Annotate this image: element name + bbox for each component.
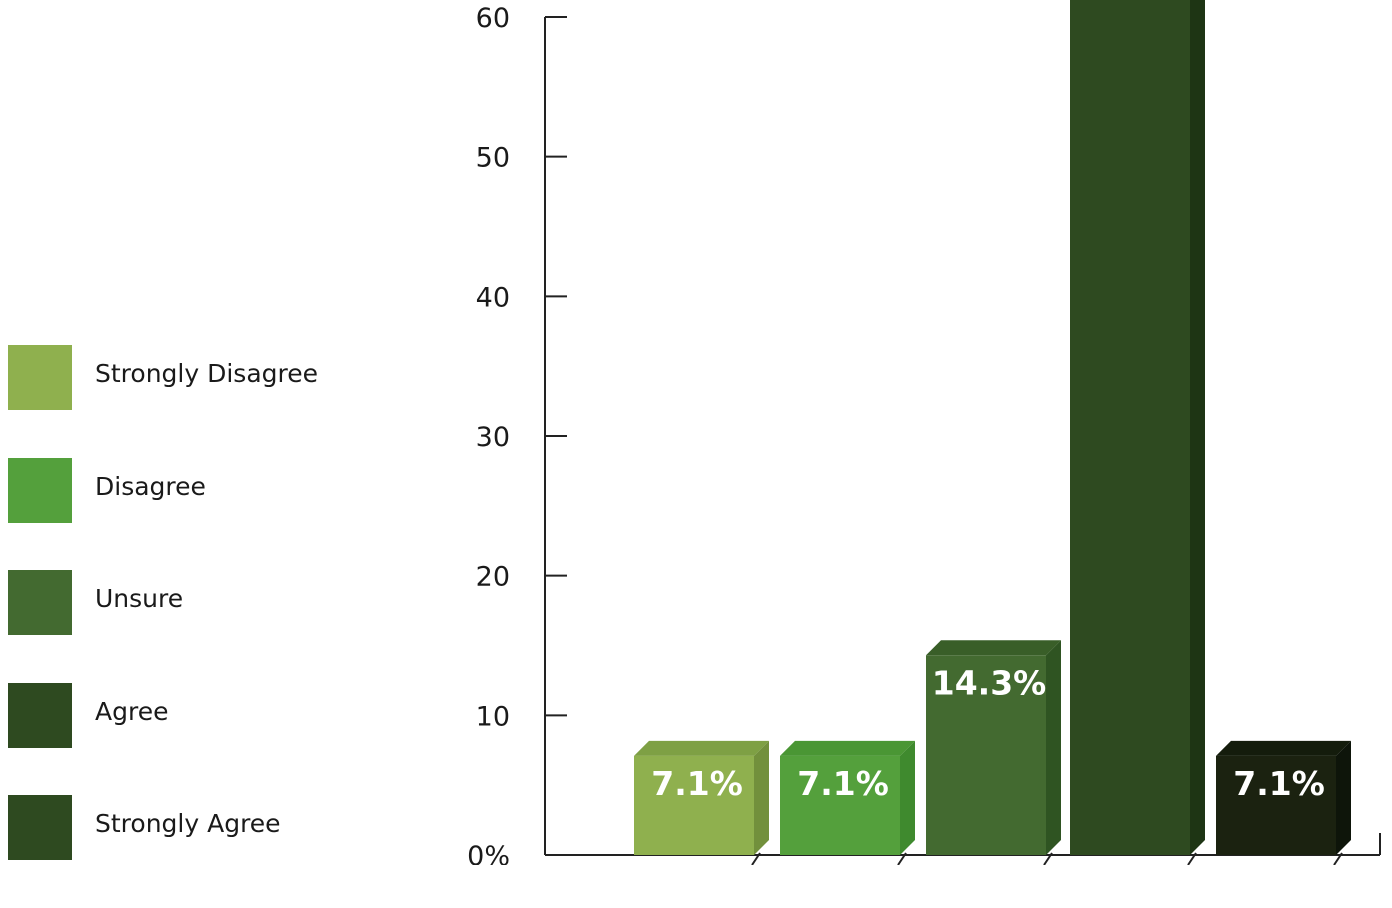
bar-top <box>1216 740 1351 756</box>
bar <box>926 655 1046 855</box>
x-tick-mark <box>897 852 907 865</box>
bar-side <box>900 740 915 855</box>
y-tick-label: 10 <box>476 701 510 732</box>
y-tick-label: 0% <box>467 841 510 865</box>
x-tick-mark <box>751 852 761 865</box>
legend-swatch-unsure <box>8 570 72 635</box>
bar <box>1216 755 1336 855</box>
bar-data-label: 7.1% <box>1233 764 1325 803</box>
y-tick-label: 50 <box>476 143 510 174</box>
legend-label-strongly-agree: Strongly Agree <box>95 809 281 838</box>
legend-label-unsure: Unsure <box>95 584 184 613</box>
y-tick-label: 20 <box>476 562 510 593</box>
legend-swatch-agree <box>8 682 72 748</box>
y-tick-label: 40 <box>476 282 510 313</box>
bar-side <box>1190 0 1205 855</box>
x-tick-mark <box>1333 852 1343 865</box>
bar-top <box>780 740 915 756</box>
x-tick-mark <box>1187 852 1197 865</box>
bar-data-label: 14.3% <box>932 663 1047 702</box>
bar <box>634 755 754 855</box>
bar-data-label: 64.4% <box>1076 0 1191 3</box>
bar-top <box>926 640 1061 656</box>
legend-label-strongly-disagree: Strongly Disagree <box>95 359 318 388</box>
legend-swatch-disagree <box>8 457 72 523</box>
bar-chart: 0% 10 20 30 40 50 60 7.1% 7.1% 14.3% 64.4% 7.1% <box>467 0 1381 865</box>
legend-label-disagree: Disagree <box>95 471 206 501</box>
bar-top <box>634 740 769 756</box>
legend-swatch-strongly-disagree <box>8 345 72 410</box>
bar-side <box>1046 640 1061 855</box>
bar <box>1070 0 1190 855</box>
y-tick-label: 30 <box>476 422 510 453</box>
bar <box>780 755 900 855</box>
x-tick-mark <box>1043 852 1053 865</box>
bar-data-label: 7.1% <box>797 764 889 803</box>
bar-side <box>1336 740 1351 855</box>
y-tick-label: 60 <box>476 3 510 34</box>
legend-swatch-strongly-agree <box>8 795 72 860</box>
legend-label-agree: Agree <box>95 696 169 726</box>
bar-data-label: 7.1% <box>651 764 743 803</box>
bar-side <box>754 740 769 855</box>
